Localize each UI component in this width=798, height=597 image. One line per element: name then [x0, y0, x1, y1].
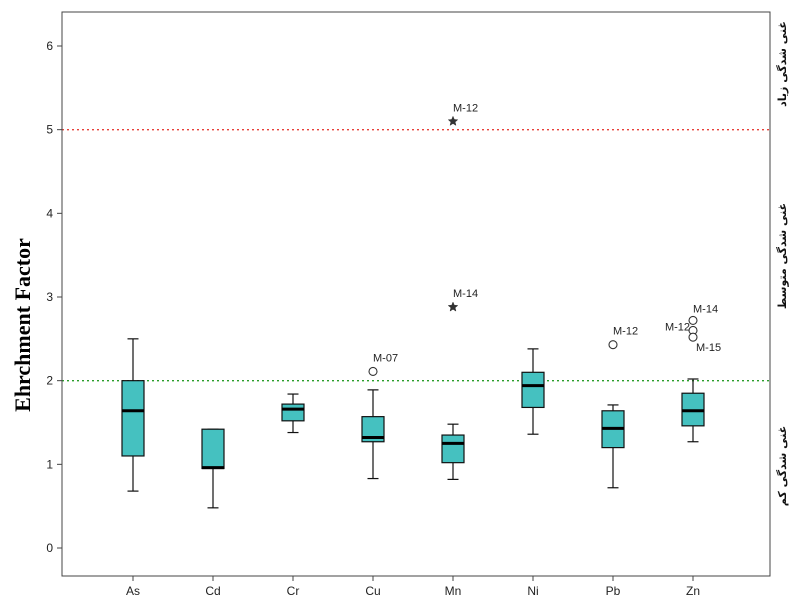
- outlier-points: M-07M-14M-12M-12M-14M-12M-15: [368, 102, 721, 377]
- outlier-label: M-14: [453, 288, 478, 300]
- box-iqr: [361, 416, 385, 443]
- y-tick-label: 1: [46, 457, 53, 471]
- zone-label-moderate: غنی شدگی متوسط: [776, 203, 789, 309]
- x-tick-label: Mn: [445, 584, 462, 597]
- outlier-circle: [608, 340, 618, 350]
- outlier-circle: [688, 315, 698, 325]
- outlier-label: M-12: [453, 102, 478, 114]
- box-iqr: [441, 434, 465, 464]
- outlier-label: M-15: [696, 342, 721, 354]
- outlier-label: M-12: [665, 321, 690, 333]
- y-tick-label: 2: [46, 374, 53, 388]
- box-mn: [441, 423, 465, 480]
- outlier-star: [447, 301, 459, 312]
- box-iqr: [121, 380, 145, 457]
- plot-area-frame: [61, 11, 771, 577]
- outlier-circle: [368, 366, 378, 377]
- x-tick-label: As: [126, 584, 140, 597]
- x-tick-label: Pb: [606, 584, 621, 597]
- box-cd: [201, 428, 225, 509]
- x-axis: As Cd Cr Cu Mn Ni Pb Zn: [126, 576, 700, 597]
- y-tick-label: 3: [46, 290, 53, 304]
- box-iqr: [201, 428, 225, 470]
- box-series: [121, 338, 705, 509]
- box-ni: [521, 348, 545, 435]
- outlier-label: M-07: [373, 352, 398, 364]
- x-tick-label: Ni: [527, 584, 538, 597]
- zone-labels: غنی شدگی زیاد غنی شدگی متوسط غنی شدگی کم: [776, 21, 789, 506]
- y-tick-label: 5: [46, 123, 53, 137]
- box-iqr: [281, 403, 305, 422]
- outlier-circle: [688, 332, 698, 342]
- box-iqr: [521, 371, 545, 409]
- outlier-star: [447, 115, 459, 126]
- outlier-label: M-14: [693, 303, 718, 315]
- x-tick-label: Zn: [686, 584, 700, 597]
- y-axis: 0 1 2 3 4 5 6: [46, 39, 62, 555]
- outlier-label: M-12: [613, 326, 638, 338]
- x-tick-label: Cr: [287, 584, 300, 597]
- zone-label-low: غنی شدگی کم: [776, 426, 789, 507]
- box-zn: [681, 378, 705, 443]
- zone-label-high: غنی شدگی زیاد: [776, 21, 789, 107]
- y-tick-label: 0: [46, 541, 53, 555]
- box-cr: [281, 393, 305, 434]
- box-cu: [361, 389, 385, 480]
- y-tick-label: 4: [46, 206, 53, 220]
- x-tick-label: Cd: [205, 584, 220, 597]
- box-as: [121, 338, 145, 492]
- y-axis-label: Ehrchment Factor: [10, 238, 35, 412]
- reference-lines: [62, 128, 770, 382]
- y-tick-label: 6: [46, 39, 53, 53]
- x-tick-label: Cu: [365, 584, 380, 597]
- box-pb: [601, 404, 625, 489]
